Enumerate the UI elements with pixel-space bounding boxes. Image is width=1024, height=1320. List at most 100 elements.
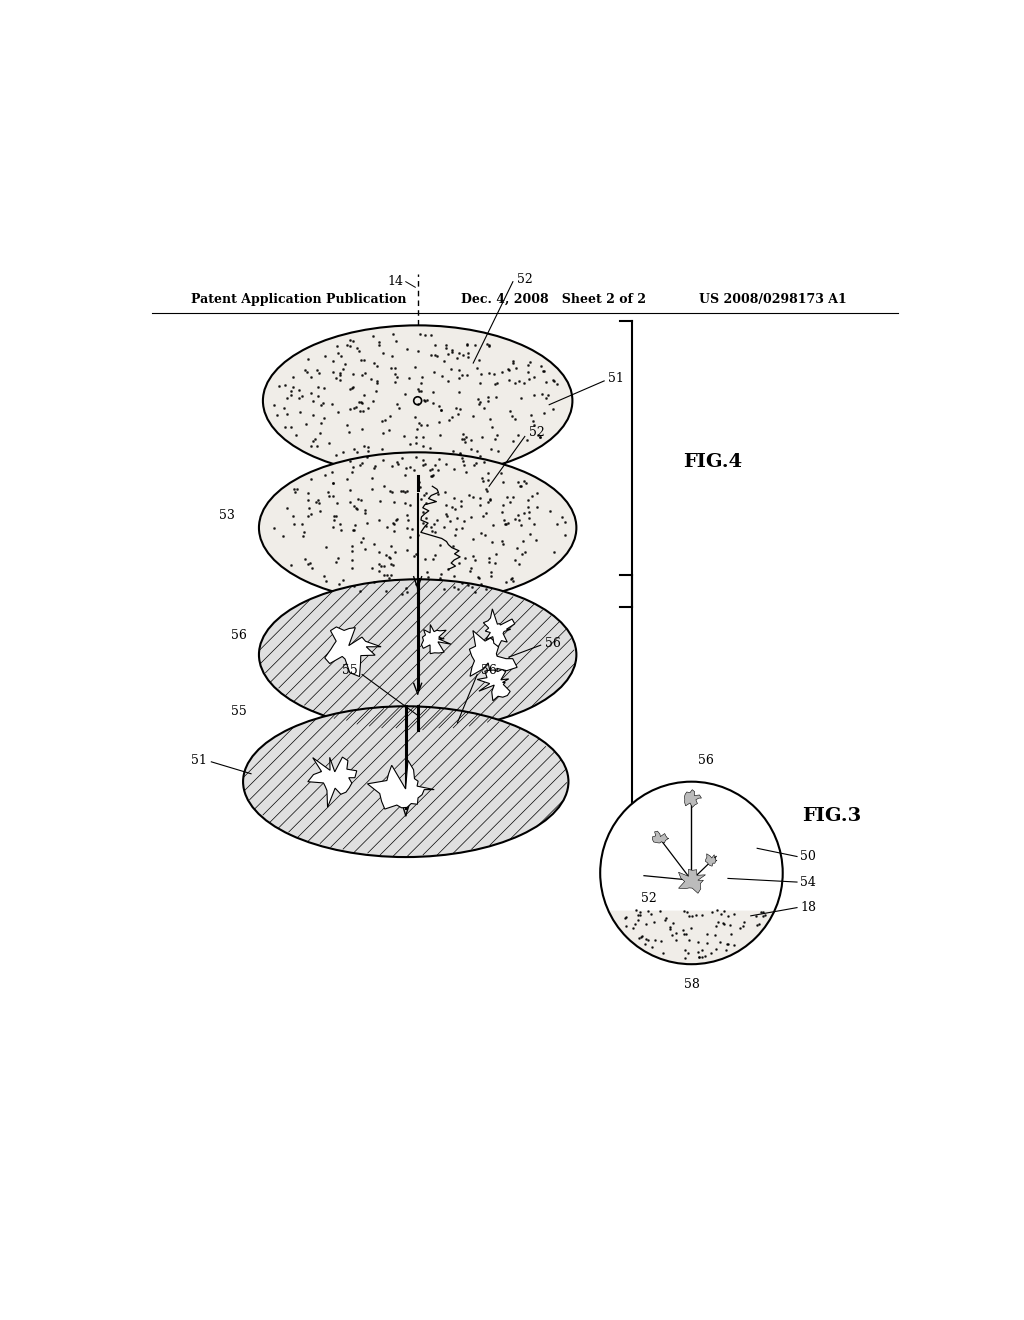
Point xyxy=(693,940,710,961)
Point xyxy=(304,430,321,451)
Point xyxy=(381,546,397,568)
Point xyxy=(690,942,707,964)
Point xyxy=(454,364,470,385)
Point xyxy=(420,566,436,587)
Point xyxy=(309,385,326,407)
Point xyxy=(399,504,416,525)
Point xyxy=(520,354,537,375)
Point xyxy=(414,366,430,387)
Point xyxy=(677,939,693,960)
Point xyxy=(675,920,691,941)
Point xyxy=(456,510,472,531)
Point xyxy=(617,915,634,936)
Ellipse shape xyxy=(243,706,568,857)
Point xyxy=(321,480,337,502)
Point xyxy=(350,488,367,510)
Point xyxy=(467,334,483,355)
Point xyxy=(436,351,453,372)
Point xyxy=(557,512,573,533)
Polygon shape xyxy=(477,669,510,701)
Polygon shape xyxy=(652,832,669,843)
Point xyxy=(459,333,475,354)
Point xyxy=(683,917,699,939)
Polygon shape xyxy=(325,627,381,677)
Point xyxy=(370,371,386,392)
Point xyxy=(470,566,486,587)
Point xyxy=(303,367,319,388)
Point xyxy=(507,408,523,429)
Point xyxy=(423,345,439,366)
Point xyxy=(518,473,535,494)
Point xyxy=(519,362,536,383)
Point xyxy=(286,478,302,499)
Point xyxy=(342,335,358,356)
Point xyxy=(387,363,403,384)
Point xyxy=(488,424,505,445)
Point xyxy=(460,574,476,595)
Point xyxy=(427,454,443,475)
Point xyxy=(732,917,749,939)
Point xyxy=(536,360,552,381)
Polygon shape xyxy=(679,870,706,894)
Point xyxy=(500,359,516,380)
Point xyxy=(501,370,517,391)
Point xyxy=(470,348,486,370)
Point xyxy=(463,429,479,450)
Point xyxy=(345,363,361,384)
Point xyxy=(301,498,317,519)
Point xyxy=(398,581,415,602)
Point xyxy=(527,529,544,550)
Point xyxy=(507,372,523,393)
Text: FIG.4: FIG.4 xyxy=(684,453,742,471)
Point xyxy=(308,359,325,380)
Point xyxy=(431,412,447,433)
Point xyxy=(471,568,487,589)
Point xyxy=(505,350,521,371)
Point xyxy=(472,372,488,393)
Text: 52: 52 xyxy=(641,892,657,906)
Point xyxy=(303,436,319,457)
Point xyxy=(303,557,319,578)
Point xyxy=(279,388,295,409)
Point xyxy=(311,492,328,513)
Point xyxy=(691,946,708,968)
Point xyxy=(425,381,441,403)
Point xyxy=(326,486,342,507)
Point xyxy=(402,495,419,516)
Point xyxy=(353,364,370,385)
Point xyxy=(287,482,303,503)
Point xyxy=(309,376,326,397)
Point xyxy=(451,342,467,363)
Point xyxy=(279,404,295,425)
Point xyxy=(353,391,370,412)
Point xyxy=(401,367,418,388)
Point xyxy=(431,396,447,417)
Point xyxy=(385,491,401,512)
Point xyxy=(349,442,366,463)
Point xyxy=(681,929,697,950)
Point xyxy=(310,490,327,511)
Point xyxy=(457,432,473,453)
Point xyxy=(749,906,765,927)
Point xyxy=(455,450,471,471)
Point xyxy=(303,469,319,490)
Point xyxy=(445,487,462,508)
Point xyxy=(442,359,459,380)
Point xyxy=(438,506,455,527)
Point xyxy=(386,513,402,535)
Point xyxy=(296,521,312,543)
Point xyxy=(707,924,723,945)
Point xyxy=(266,393,283,414)
Point xyxy=(366,352,382,374)
Point xyxy=(516,470,532,491)
Point xyxy=(699,932,716,953)
Point xyxy=(353,418,370,440)
Point xyxy=(444,342,461,363)
Point xyxy=(411,380,427,401)
Point xyxy=(324,462,340,483)
Point xyxy=(393,447,410,469)
Point xyxy=(482,488,499,510)
Point xyxy=(482,565,499,586)
Point xyxy=(460,342,476,363)
Point xyxy=(545,399,561,420)
